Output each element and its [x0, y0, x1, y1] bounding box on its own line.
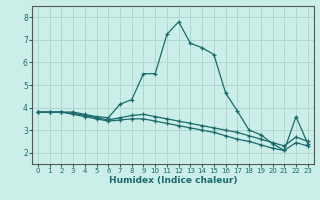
- X-axis label: Humidex (Indice chaleur): Humidex (Indice chaleur): [108, 176, 237, 185]
